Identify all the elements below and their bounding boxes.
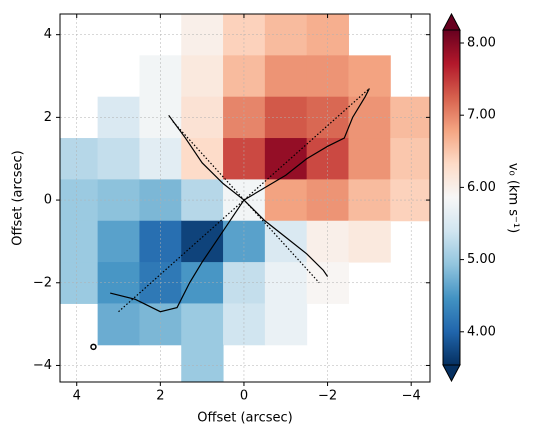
map-cell: [348, 55, 391, 98]
map-cell: [264, 138, 308, 180]
y-axis-label: Offset (arcsec): [11, 150, 26, 245]
x-tick-label: 2: [156, 389, 164, 404]
curve: [172, 121, 320, 284]
colorbar-extend-bottom: [442, 364, 461, 383]
y-tick-label: 2: [44, 110, 52, 125]
map-cell: [390, 138, 430, 180]
x-axis-label: Offset (arcsec): [197, 411, 292, 426]
map-cell: [348, 220, 391, 263]
map-cell: [264, 55, 308, 98]
colorbar-label: v₀ (km s⁻¹): [506, 163, 521, 233]
x-tick-label: −4: [402, 389, 421, 404]
map-cell: [181, 55, 224, 98]
plot-frame: [59, 13, 431, 383]
map-cell: [97, 303, 140, 346]
y-tick-label: −2: [33, 275, 52, 290]
map-cell: [181, 344, 224, 382]
colorbar: [443, 30, 460, 365]
colorbar-tick-label: 8.00: [467, 35, 496, 50]
map-cell: [60, 179, 99, 222]
curve: [168, 114, 329, 277]
map-cell: [60, 262, 99, 304]
map-cell: [181, 303, 224, 346]
map-cell: [348, 138, 391, 180]
x-tick-label: 0: [240, 389, 248, 404]
colorbar-tick-label: 4.00: [467, 324, 496, 339]
map-cell: [181, 138, 224, 180]
colorbar-tick-label: 6.00: [467, 180, 496, 195]
beam: [90, 343, 97, 351]
x-tick-label: −2: [318, 389, 337, 404]
map-cell: [264, 303, 308, 346]
y-tick-label: 0: [44, 193, 52, 208]
map-cell: [97, 138, 140, 180]
plot-area: [60, 14, 430, 382]
colorbar-tick-label: 5.00: [467, 252, 496, 267]
map-cell: [181, 220, 224, 263]
map-cell: [264, 220, 308, 263]
colorbar-tick-label: 7.00: [467, 108, 496, 123]
y-tick-label: −4: [33, 358, 52, 373]
colorbar-frame: [442, 30, 461, 365]
map-cell: [60, 138, 99, 180]
map-cell: [97, 220, 140, 263]
map-cell: [60, 220, 99, 263]
y-tick-label: 4: [44, 27, 52, 42]
colorbar-extend-top: [442, 12, 461, 31]
x-tick-label: 4: [73, 389, 81, 404]
